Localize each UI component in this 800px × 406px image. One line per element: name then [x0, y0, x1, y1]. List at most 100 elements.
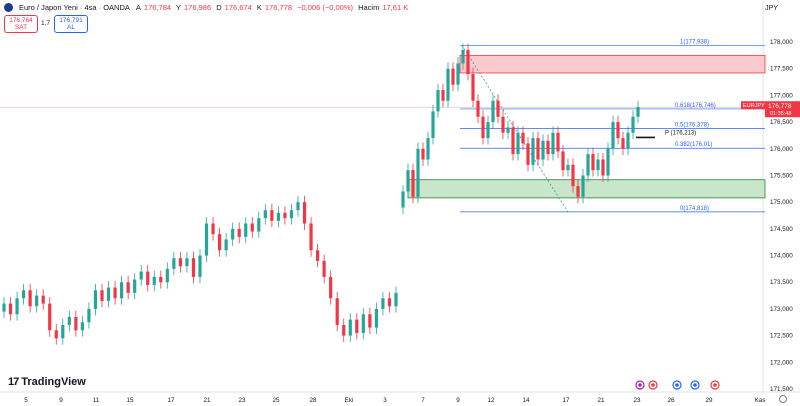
candle-body[interactable]: [237, 228, 241, 237]
support-zone[interactable]: [407, 179, 766, 199]
candle-body[interactable]: [54, 330, 58, 339]
candle-body[interactable]: [133, 279, 137, 293]
candle-body[interactable]: [526, 143, 530, 165]
candle-body[interactable]: [211, 223, 215, 235]
currency-label[interactable]: JPY: [765, 5, 778, 12]
candle-body[interactable]: [191, 258, 196, 277]
candle-body[interactable]: [257, 218, 261, 232]
candle-body[interactable]: [506, 127, 510, 133]
candle-body[interactable]: [296, 202, 300, 211]
tradingview-logo[interactable]: 17 TradingView: [8, 376, 86, 388]
candle-body[interactable]: [387, 298, 392, 307]
candle-body[interactable]: [491, 100, 495, 123]
candle-body[interactable]: [342, 324, 346, 336]
candle-body[interactable]: [48, 303, 52, 331]
candle-body[interactable]: [309, 223, 313, 251]
candle-body[interactable]: [302, 202, 307, 224]
candle-body[interactable]: [113, 287, 117, 299]
candle-body[interactable]: [61, 324, 65, 339]
candle-body[interactable]: [381, 298, 385, 309]
candle-body[interactable]: [431, 111, 435, 139]
candle-body[interactable]: [335, 298, 339, 325]
candle-body[interactable]: [316, 250, 320, 261]
candle-body[interactable]: [185, 258, 189, 267]
candle-body[interactable]: [374, 308, 378, 328]
sell-button[interactable]: 176,764 SAT: [4, 15, 38, 33]
candle-body[interactable]: [172, 258, 176, 269]
candle-body[interactable]: [198, 255, 202, 277]
candle-body[interactable]: [446, 68, 450, 101]
candle-body[interactable]: [35, 295, 39, 307]
candle-body[interactable]: [531, 138, 535, 165]
candle-body[interactable]: [536, 138, 540, 160]
candle-body[interactable]: [159, 276, 163, 283]
candle-body[interactable]: [15, 298, 19, 315]
candle-body[interactable]: [611, 122, 615, 149]
candle-body[interactable]: [152, 276, 156, 285]
candle-body[interactable]: [461, 50, 465, 64]
candle-body[interactable]: [516, 132, 520, 155]
candle-body[interactable]: [368, 314, 372, 328]
candle-body[interactable]: [601, 159, 605, 176]
candle-body[interactable]: [401, 191, 405, 208]
candle-body[interactable]: [421, 148, 425, 160]
candle-body[interactable]: [204, 223, 209, 256]
candle-body[interactable]: [406, 170, 410, 192]
candle-body[interactable]: [8, 303, 13, 315]
candle-body[interactable]: [276, 212, 280, 221]
candle-body[interactable]: [471, 74, 475, 101]
candle-body[interactable]: [586, 154, 590, 176]
candle-body[interactable]: [411, 170, 415, 197]
candle-body[interactable]: [456, 63, 460, 85]
candle-body[interactable]: [616, 122, 620, 139]
candle-body[interactable]: [120, 282, 124, 299]
candle-body[interactable]: [93, 290, 98, 309]
candle-body[interactable]: [591, 154, 595, 171]
candle-body[interactable]: [74, 316, 78, 331]
candle-body[interactable]: [22, 290, 26, 299]
candle-body[interactable]: [28, 290, 32, 307]
candle-body[interactable]: [541, 140, 545, 160]
candle-body[interactable]: [348, 319, 352, 336]
candle-body[interactable]: [329, 276, 333, 299]
candle-body[interactable]: [355, 319, 359, 333]
candle-body[interactable]: [146, 271, 150, 285]
candle-body[interactable]: [521, 132, 525, 144]
candle-body[interactable]: [283, 212, 287, 219]
chart-settings-icon[interactable]: [779, 395, 787, 403]
candle-body[interactable]: [224, 239, 228, 251]
buy-button[interactable]: 176,791 AL: [54, 15, 88, 33]
candle-body[interactable]: [361, 314, 365, 333]
candle-body[interactable]: [501, 116, 505, 133]
symbol-title[interactable]: Euro / Japon Yeni · 4sa · OANDA: [19, 2, 130, 12]
candle-body[interactable]: [165, 268, 169, 283]
candle-body[interactable]: [394, 292, 398, 307]
candle-body[interactable]: [441, 90, 445, 101]
candle-body[interactable]: [231, 228, 235, 240]
candle-body[interactable]: [87, 308, 91, 323]
candle-body[interactable]: [436, 90, 440, 112]
candle-body[interactable]: [631, 116, 635, 133]
candle-body[interactable]: [481, 116, 485, 139]
candle-body[interactable]: [606, 148, 610, 176]
candle-body[interactable]: [581, 175, 585, 197]
candle-body[interactable]: [80, 322, 84, 331]
candle-body[interactable]: [322, 260, 326, 277]
candle-body[interactable]: [551, 132, 555, 155]
candle-body[interactable]: [106, 287, 111, 301]
candle-body[interactable]: [426, 138, 430, 160]
candle-body[interactable]: [561, 151, 565, 171]
candle-body[interactable]: [67, 316, 71, 325]
candle-body[interactable]: [244, 223, 248, 237]
candle-body[interactable]: [2, 303, 6, 312]
candle-body[interactable]: [476, 100, 480, 117]
candle-body[interactable]: [486, 122, 490, 139]
candle-body[interactable]: [626, 132, 630, 149]
candle-body[interactable]: [250, 223, 254, 232]
candle-body[interactable]: [139, 271, 143, 280]
candle-body[interactable]: [556, 132, 560, 152]
resistance-zone[interactable]: [459, 54, 766, 74]
candle-body[interactable]: [466, 50, 470, 75]
candle-body[interactable]: [566, 164, 570, 171]
